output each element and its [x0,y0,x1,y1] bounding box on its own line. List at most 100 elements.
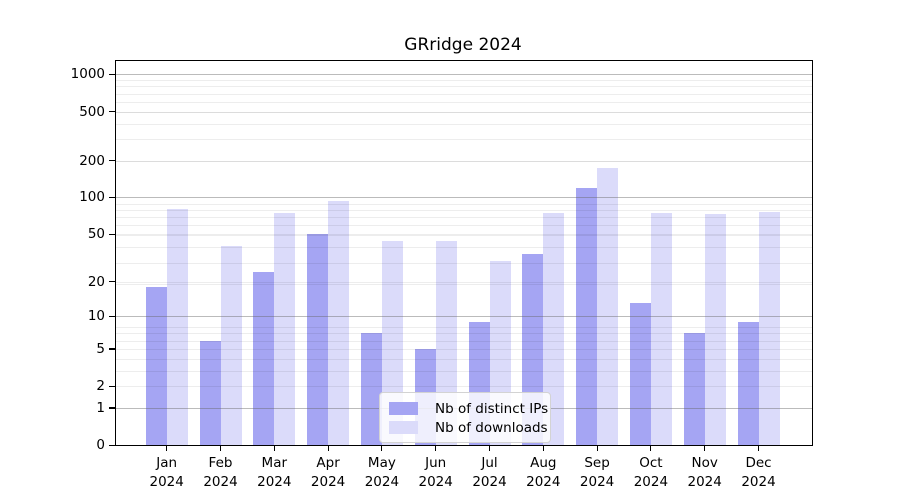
gridline-89 [116,203,812,205]
y-tick-5 [109,348,116,350]
bar-mar-downloads [274,213,296,445]
grid-layer [116,61,812,445]
gridline-100 [116,197,812,199]
x-tick-apr [327,445,329,451]
x-tick-label-jul: Jul 2024 [472,455,507,490]
y-tick-label-1: 1 [96,399,105,416]
gridline-49 [116,235,812,237]
y-tick-50 [109,233,116,235]
y-tick-label-50: 50 [87,226,105,243]
bar-oct-downloads [650,213,672,445]
y-tick-10 [109,315,116,318]
y-tick-label-200: 200 [79,152,105,169]
x-tick-label-sep: Sep 2024 [579,455,615,490]
x-tick-label-jun: Jun 2024 [418,455,453,490]
gridline-499 [116,111,812,113]
x-tick-dec [757,445,760,451]
axis-layer: 0 1 2 5 10 20 50 100 200 500 1000 Jan 2024 Feb 2024 M… [71,61,812,490]
y-tick-label-100: 100 [79,189,105,206]
y-tick-200 [109,160,116,162]
bar-feb-distinct-ips [199,340,221,445]
bar-may-distinct-ips [360,333,382,445]
y-tick-label-500: 500 [79,103,105,120]
gridline-39 [116,247,812,249]
gridline-4 [116,358,812,360]
gridline-500 [116,111,812,113]
plot-area: 0 1 2 5 10 20 50 100 200 500 1000 Jan 2024 Feb 2024 M… [71,60,813,490]
gridline-6 [116,340,812,342]
gridline-69 [116,217,812,219]
y-tick-0 [109,444,116,446]
y-tick-label-0: 0 [96,437,105,453]
y-tick-500 [109,111,116,113]
bar-nov-downloads [704,214,726,445]
bar-feb-downloads [220,245,242,445]
x-tick-jun [435,445,437,451]
x-tick-label-dec: Dec 2024 [741,455,776,490]
legend: Nb of distinct IPs Nb of downloads [379,392,551,443]
bar-mar-distinct-ips [253,272,275,445]
bar-dec-distinct-ips [737,321,759,445]
gridline-2 [116,386,812,388]
y-tick-1 [109,407,116,409]
legend-item-downloads: Nb of downloads [389,418,548,437]
gridline-29 [116,262,812,264]
gridline-8 [116,327,812,329]
legend-label-downloads: Nb of downloads [435,419,548,436]
legend-swatch-distinct-ips [389,402,418,415]
gridline-19 [116,284,812,286]
bar-sep-distinct-ips [576,187,598,445]
gridline-5 [116,348,812,350]
gridline-79 [116,209,812,211]
y-tick-label-1000: 1000 [70,66,105,83]
x-tick-label-apr: Apr 2024 [310,455,346,490]
gridline-399 [116,123,812,125]
gridline-899 [116,80,812,82]
gridline-3 [116,370,812,372]
legend-label-distinct-ips: Nb of distinct IPs [435,400,549,417]
x-tick-label-aug: Aug 2024 [526,455,561,490]
x-tick-mar [273,445,275,451]
x-tick-label-jan: Jan 2024 [149,455,184,490]
x-tick-aug [542,445,544,451]
x-tick-jul [488,445,491,451]
x-tick-label-mar: Mar 2024 [257,455,292,490]
x-tick-label-feb: Feb 2024 [203,455,238,490]
bar-apr-distinct-ips [307,234,329,445]
gridline-7 [116,333,812,335]
x-tick-label-may: May 2024 [364,455,400,490]
y-tick-100 [109,196,116,199]
y-tick-label-5: 5 [96,340,105,357]
x-tick-sep [596,445,598,451]
bar-jan-downloads [166,209,188,445]
bar-dec-downloads [758,212,780,445]
gridline-299 [116,139,812,141]
y-tick-label-2: 2 [96,378,105,395]
gridline-20 [116,281,812,283]
gridline-599 [116,101,812,103]
gridline-1000 [116,74,812,76]
bar-apr-downloads [328,201,350,445]
x-tick-label-nov: Nov 2024 [687,455,722,490]
x-tick-may [381,445,383,451]
gridline-10 [116,316,812,318]
x-tick-jan [166,445,168,451]
bar-nov-distinct-ips [683,333,705,445]
gridline-59 [116,225,812,227]
gridline-799 [116,86,812,88]
bar-aug-downloads [543,212,565,445]
x-tick-label-oct: Oct 2024 [633,455,669,490]
legend-item-distinct-ips: Nb of distinct IPs [389,399,548,418]
y-tick-label-20: 20 [87,273,105,290]
chart-title: GRridge 2024 [404,35,522,55]
gridline-199 [116,160,812,162]
gridline-699 [116,93,812,95]
y-tick-label-10: 10 [87,308,105,325]
bar-oct-distinct-ips [629,303,651,445]
gridline-50 [116,234,812,236]
x-tick-nov [704,445,706,451]
y-tick-20 [109,281,116,283]
y-tick-1000 [109,73,116,76]
gridline-200 [116,160,812,162]
